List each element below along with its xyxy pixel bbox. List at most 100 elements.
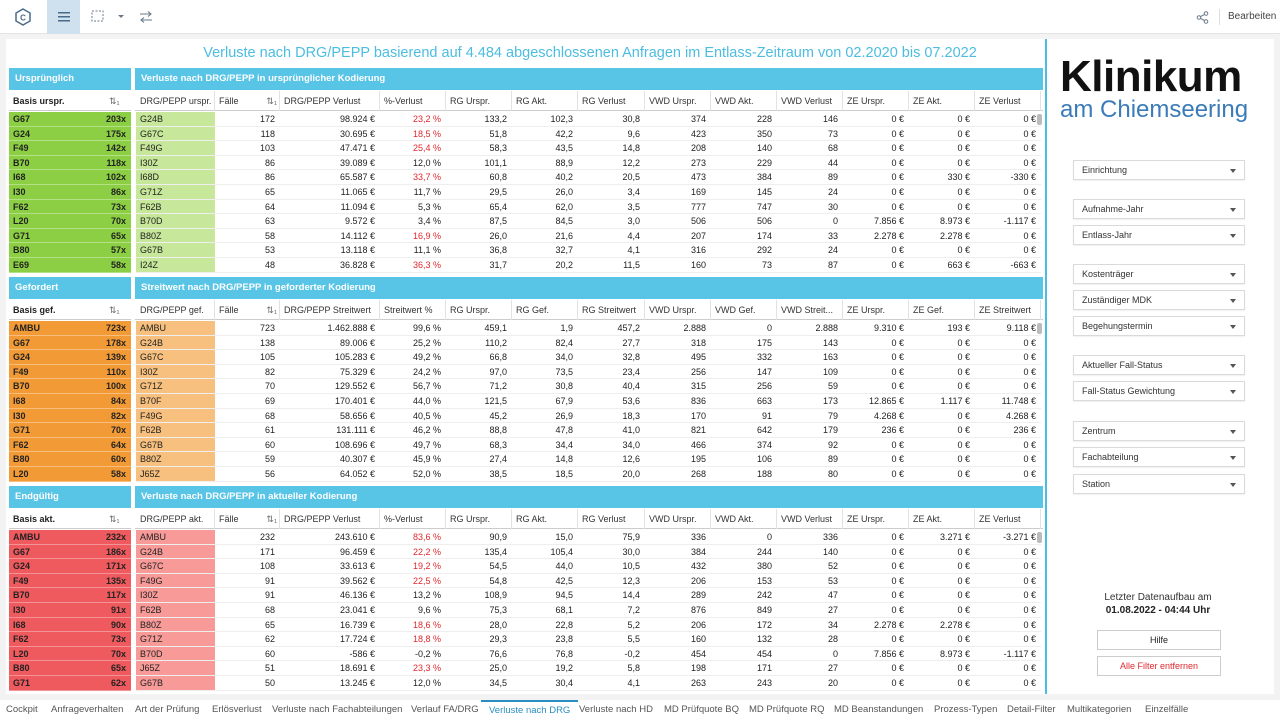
- table-row[interactable]: G71Z 70 129.552 €56,7 % 71,2 30,8 40,4 315 256 5…: [135, 379, 1043, 394]
- column-header[interactable]: ZE Akt.: [909, 509, 975, 529]
- sheet-tab[interactable]: Prozess-Typen: [934, 704, 998, 715]
- column-header[interactable]: VWD Gef.: [711, 300, 777, 320]
- column-header[interactable]: VWD Urspr.: [645, 300, 711, 320]
- table-row[interactable]: I24Z 48 36.828 €36,3 % 31,7 20,2 11,5 160 73 87 0…: [135, 258, 1043, 273]
- sheet-tab[interactable]: Verlauf FA/DRG: [411, 704, 479, 715]
- table-row[interactable]: G71Z 65 11.065 €11,7 % 29,5 26,0 3,4 169 145 24 0…: [135, 185, 1043, 200]
- column-header[interactable]: DRG/PEPP akt.: [136, 509, 215, 529]
- filter-dropdown[interactable]: Entlass-Jahr: [1073, 225, 1245, 245]
- left-table-row[interactable]: B80 60x: [9, 452, 131, 467]
- table-row[interactable]: G71Z 62 17.724 €18,8 % 29,3 23,8 5,5 160 132 28 0…: [135, 632, 1043, 647]
- column-header[interactable]: RG Gef.: [512, 300, 578, 320]
- column-header[interactable]: RG Verlust: [578, 91, 645, 111]
- left-table-row[interactable]: G67 178x: [9, 335, 131, 351]
- left-table-row[interactable]: G24 175x: [9, 126, 131, 142]
- left-table-row[interactable]: B70 117x: [9, 588, 131, 603]
- left-table-row[interactable]: G24 139x: [9, 350, 131, 365]
- table-row[interactable]: B70D 60 -586 € -0,2 % 76,6 76,8 -0,2 454 454 0 7.8…: [135, 646, 1043, 662]
- table-row[interactable]: I30Z 86 39.089 €12,0 % 101,1 88,9 12,2 273 229 4…: [135, 155, 1043, 171]
- left-table-row[interactable]: I68 102x: [9, 170, 131, 185]
- sheet-tab[interactable]: MD Prüfquote RQ: [749, 704, 825, 715]
- sort-icon[interactable]: ⇅₁: [109, 96, 120, 106]
- left-table-row[interactable]: F49 110x: [9, 364, 131, 380]
- left-table-row[interactable]: L20 70x: [9, 646, 131, 662]
- table-row[interactable]: G24B 138 89.006 €25,2 % 110,2 82,4 27,7 318 175…: [135, 335, 1043, 351]
- left-table-row[interactable]: G71 62x: [9, 676, 131, 691]
- filter-dropdown[interactable]: Kostenträger: [1073, 264, 1245, 284]
- left-table-row[interactable]: I30 86x: [9, 185, 131, 200]
- sort-icon[interactable]: ⇅₁: [266, 96, 277, 106]
- sheet-tab[interactable]: Detail-Filter: [1007, 704, 1056, 715]
- table-row[interactable]: G67C 118 30.695 €18,5 % 51,8 42,2 9,6 423 350 73…: [135, 126, 1043, 142]
- table-row[interactable]: I68D 86 65.587 €33,7 % 60,8 40,2 20,5 473 384 89…: [135, 170, 1043, 185]
- left-table-row[interactable]: G71 70x: [9, 423, 131, 438]
- column-header[interactable]: VWD Verlust: [777, 91, 843, 111]
- table-row[interactable]: F62B 64 11.094 €5,3 % 65,4 62,0 3,5 777 747 30 0 …: [135, 199, 1043, 215]
- filter-dropdown[interactable]: Zuständiger MDK: [1073, 290, 1245, 310]
- left-table-row[interactable]: B80 65x: [9, 661, 131, 676]
- sheet-tab[interactable]: Verluste nach DRG: [481, 700, 579, 720]
- column-header[interactable]: VWD Verlust: [777, 509, 843, 529]
- left-table-row[interactable]: F62 73x: [9, 199, 131, 215]
- table-scrollbar[interactable]: [1037, 323, 1042, 334]
- left-table-row[interactable]: F62 73x: [9, 632, 131, 647]
- help-button[interactable]: Hilfe: [1097, 630, 1221, 650]
- sheet-tab[interactable]: Einzelfälle: [1145, 704, 1189, 715]
- column-header[interactable]: ZE Verlust: [975, 509, 1041, 529]
- filter-dropdown[interactable]: Zentrum: [1073, 421, 1245, 441]
- column-header[interactable]: VWD Streit...: [777, 300, 843, 320]
- column-header[interactable]: RG Akt.: [512, 91, 578, 111]
- sort-icon[interactable]: ⇅₁: [266, 514, 277, 524]
- sheet-tab[interactable]: Multikategorien: [1067, 704, 1132, 715]
- table-row[interactable]: F62B 61 131.111 €46,2 % 88,8 47,8 41,0 821 642 1…: [135, 423, 1043, 438]
- left-table-row[interactable]: B70 100x: [9, 379, 131, 394]
- sheet-tab[interactable]: Anfrageverhalten: [51, 704, 124, 715]
- column-header[interactable]: DRG/PEPP Verlust: [280, 509, 380, 529]
- column-header[interactable]: RG Urspr.: [446, 300, 512, 320]
- column-header[interactable]: RG Streitwert: [578, 300, 645, 320]
- column-header[interactable]: ZE Streitwert: [975, 300, 1041, 320]
- sheet-tab[interactable]: MD Beanstandungen: [834, 704, 924, 715]
- column-header[interactable]: ZE Gef.: [909, 300, 975, 320]
- left-table-row[interactable]: I68 90x: [9, 617, 131, 633]
- left-table-row[interactable]: B80 57x: [9, 243, 131, 258]
- table-row[interactable]: G67B 60 108.696 €49,7 % 68,3 34,4 34,0 466 374 9…: [135, 437, 1043, 453]
- sheet-tab[interactable]: Erlösverlust: [212, 704, 262, 715]
- table-row[interactable]: F62B 68 23.041 €9,6 % 75,3 68,1 7,2 876 849 27 0 …: [135, 603, 1043, 618]
- column-header[interactable]: DRG/PEPP gef.: [136, 300, 215, 320]
- column-header[interactable]: RG Urspr.: [446, 91, 512, 111]
- table-row[interactable]: F49G 91 39.562 €22,5 % 54,8 42,5 12,3 206 153 53…: [135, 573, 1043, 589]
- left-table-row[interactable]: I30 82x: [9, 408, 131, 424]
- sort-icon[interactable]: ⇅₁: [266, 305, 277, 315]
- table-row[interactable]: G67B 53 13.118 €11,1 % 36,8 32,7 4,1 316 292 24 0…: [135, 243, 1043, 258]
- share-icon[interactable]: [1192, 0, 1212, 34]
- left-table-row[interactable]: I30 91x: [9, 603, 131, 618]
- column-header[interactable]: RG Urspr.: [446, 509, 512, 529]
- column-header[interactable]: ZE Urspr.: [843, 91, 909, 111]
- left-table-row[interactable]: G24 171x: [9, 559, 131, 574]
- menu-icon[interactable]: [47, 0, 80, 34]
- table-row[interactable]: AMBU 232 243.610 €83,6 % 90,9 15,0 75,9 336 0 33…: [135, 530, 1043, 545]
- left-table-row[interactable]: F49 135x: [9, 573, 131, 589]
- left-table-row[interactable]: G67 203x: [9, 112, 131, 127]
- column-header[interactable]: VWD Akt.: [711, 91, 777, 111]
- table-row[interactable]: G67C 105 105.283 €49,2 % 66,8 34,0 32,8 495 332…: [135, 350, 1043, 365]
- filter-dropdown[interactable]: Aufnahme-Jahr: [1073, 199, 1245, 219]
- filter-dropdown[interactable]: Station: [1073, 474, 1245, 494]
- table-row[interactable]: AMBU 723 1.462.888 €99,6 % 459,1 1,9 457,2 2.8…: [135, 321, 1043, 336]
- table-row[interactable]: G67B 50 13.245 €12,0 % 34,5 30,4 4,1 263 243 20 0…: [135, 676, 1043, 691]
- left-table-row[interactable]: I68 84x: [9, 394, 131, 409]
- left-table-row[interactable]: E69 58x: [9, 258, 131, 273]
- table-row[interactable]: B70D 63 9.572 €3,4 % 87,5 84,5 3,0 506 506 0 7.85…: [135, 214, 1043, 229]
- clear-filters-button[interactable]: Alle Filter entfernen: [1097, 656, 1221, 676]
- column-header[interactable]: DRG/PEPP Streitwert: [280, 300, 380, 320]
- column-header[interactable]: Fälle ⇅₁: [215, 300, 280, 320]
- column-header[interactable]: VWD Urspr.: [645, 91, 711, 111]
- sheet-tab[interactable]: Verluste nach Fachabteilungen: [272, 704, 403, 715]
- table-row[interactable]: I30Z 82 75.329 €24,2 % 97,0 73,5 23,4 256 147 10…: [135, 364, 1043, 380]
- column-header[interactable]: DRG/PEPP urspr.: [136, 91, 215, 111]
- selection-tool-icon[interactable]: [88, 0, 128, 34]
- left-table-row[interactable]: G71 65x: [9, 228, 131, 244]
- basis-header[interactable]: Basis gef.: [13, 305, 56, 315]
- column-header[interactable]: ZE Urspr.: [843, 509, 909, 529]
